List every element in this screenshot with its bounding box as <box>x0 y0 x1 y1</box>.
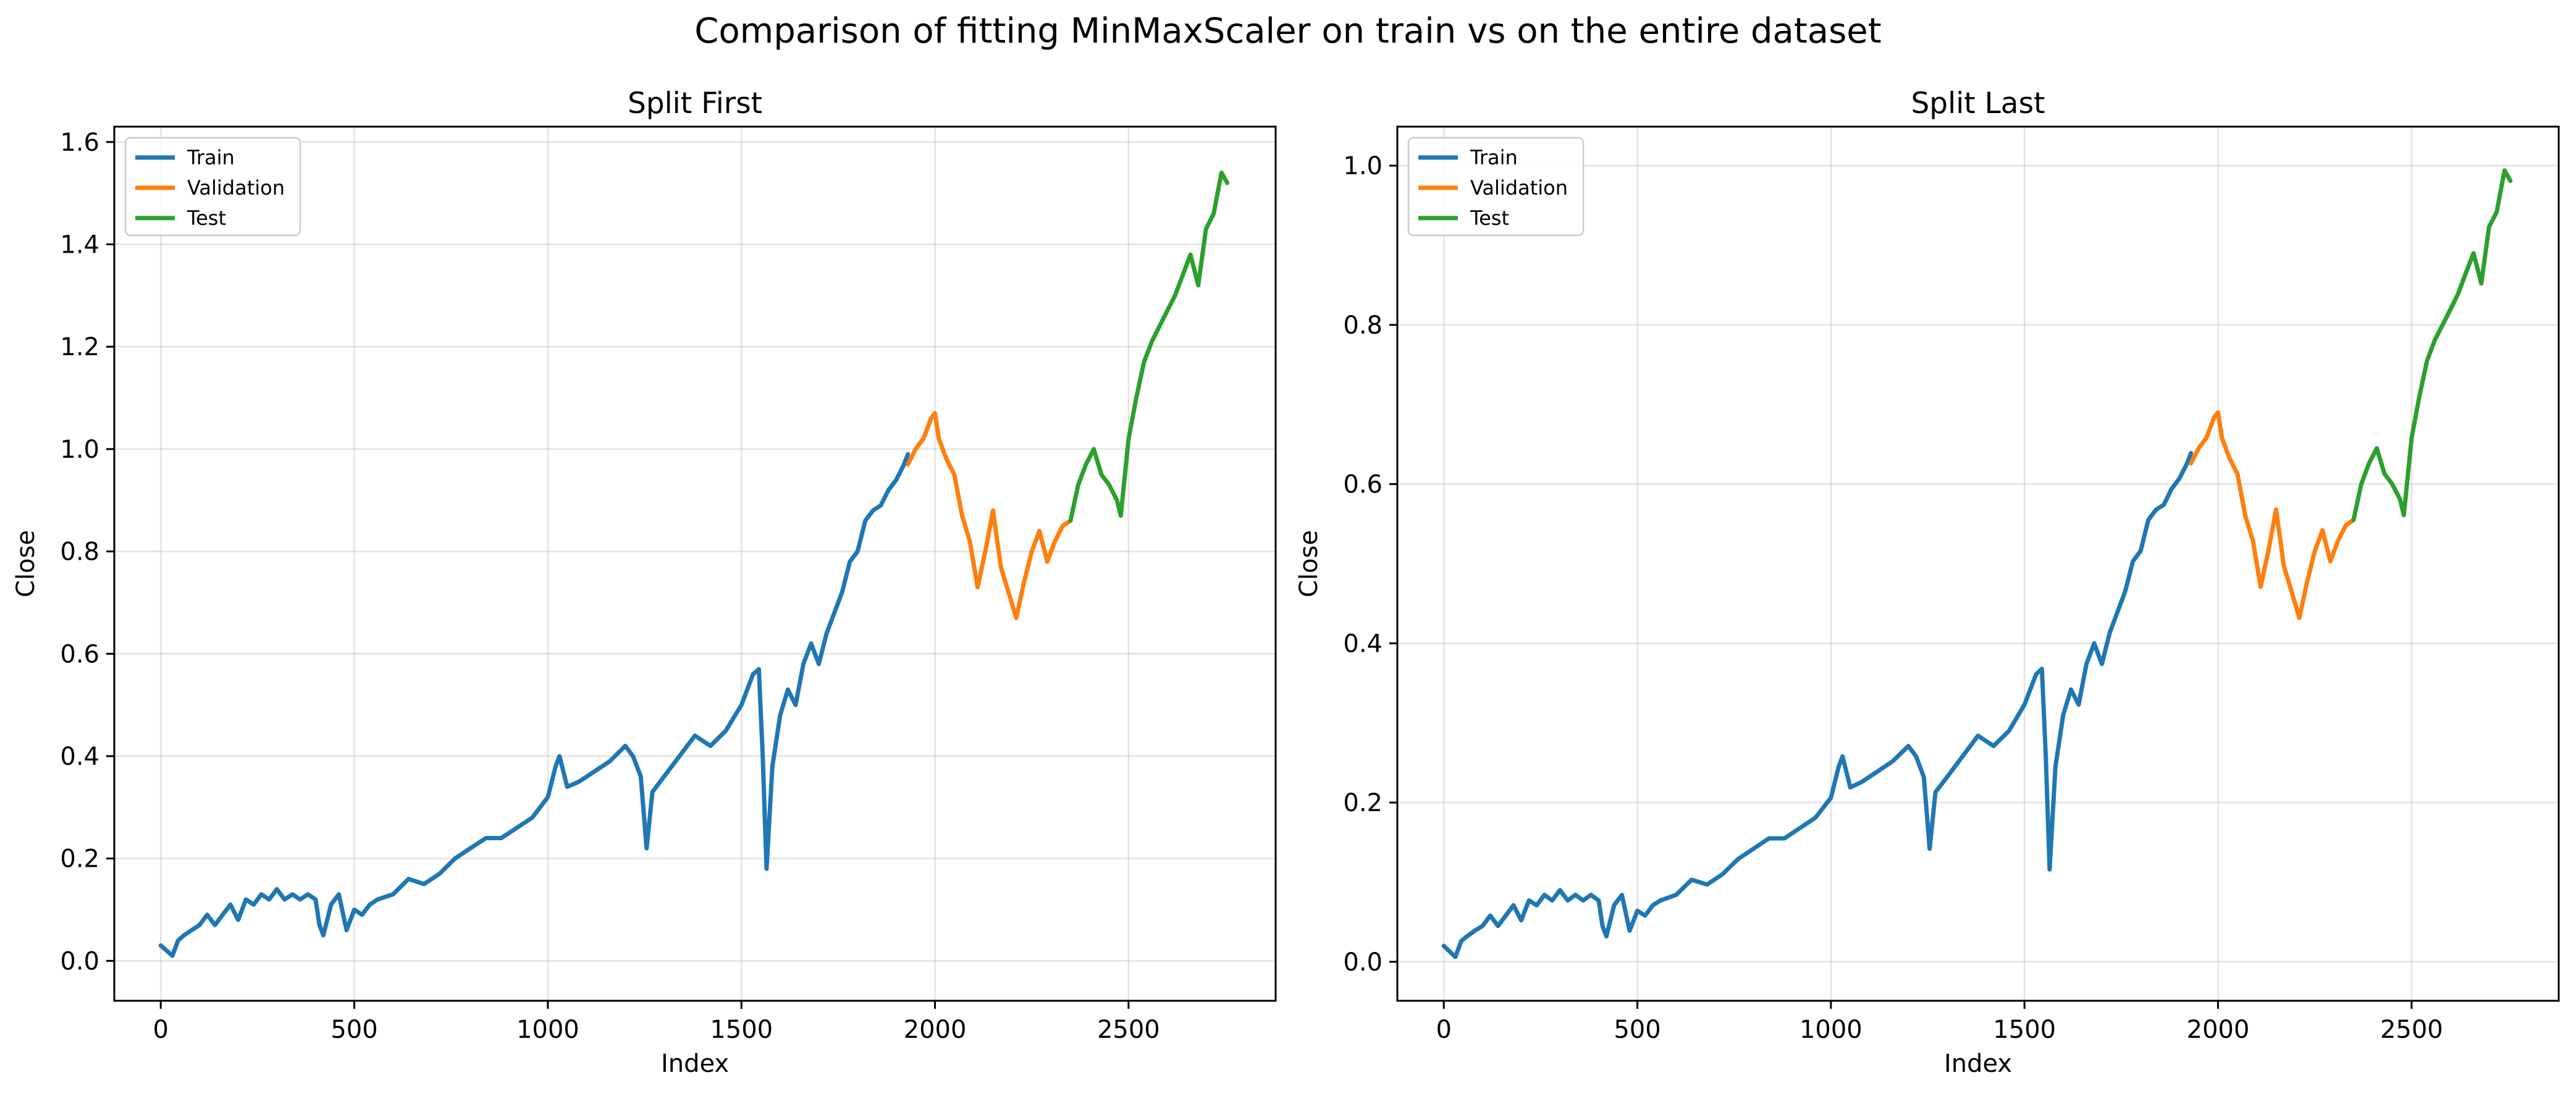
legend-label-train: Train <box>1470 146 1518 169</box>
chart-panel-1: 0 500 1000 1500 2000 2500 0.0 0.2 0.4 0.6 0.8 1.0 1.… <box>12 86 1277 1078</box>
plot-area <box>1397 127 2559 1001</box>
legend: Train Validation Test <box>124 137 301 237</box>
plot-area <box>114 127 1276 1001</box>
legend-box <box>1407 137 1585 237</box>
y-axis-label: Close <box>1295 530 1323 597</box>
y-tick-label: 0.2 <box>1343 789 1383 817</box>
panel-title: Split Last <box>1911 86 2045 120</box>
x-tick-label: 0 <box>153 1016 168 1044</box>
x-tick-label: 1000 <box>1799 1016 1863 1044</box>
x-tick-label: 1000 <box>516 1016 579 1044</box>
panel-title: Split First <box>628 86 762 120</box>
y-tick-label: 1.0 <box>1343 152 1383 180</box>
legend-box <box>124 137 301 237</box>
y-tick-label: 0.4 <box>1343 630 1383 658</box>
axes-frame <box>113 125 1277 1002</box>
x-tick-label: 0 <box>1436 1016 1451 1044</box>
x-tick-label: 2500 <box>1097 1016 1160 1044</box>
y-tick-label: 0.4 <box>60 743 99 771</box>
legend-label-validation: Validation <box>187 176 285 200</box>
x-tick-label: 1500 <box>710 1016 773 1044</box>
series-line-train <box>158 452 911 958</box>
y-tick-label: 0.6 <box>60 640 99 668</box>
legend: Train Validation Test <box>1407 137 1585 237</box>
y-tick-label: 1.2 <box>60 333 99 361</box>
legend-label-test: Test <box>1470 206 1509 230</box>
x-axis-label: Index <box>1944 1050 2012 1078</box>
legend-label-validation: Validation <box>1470 176 1568 200</box>
y-tick-label: 1.4 <box>60 231 99 259</box>
series-line-test <box>2351 168 2513 523</box>
series-line-validation <box>2189 410 2356 620</box>
series-line-test <box>1068 171 1230 523</box>
y-axis-label: Close <box>12 530 40 597</box>
y-tick-label: 0.8 <box>60 538 99 566</box>
x-tick-label: 2000 <box>2187 1016 2250 1044</box>
x-tick-label: 1500 <box>1993 1016 2056 1044</box>
x-tick-label: 2500 <box>2380 1016 2443 1044</box>
figure-title: Comparison of fitting MinMaxScaler on tr… <box>694 11 1882 51</box>
series-line-validation <box>906 411 1073 620</box>
x-tick-label: 500 <box>1614 1016 1661 1044</box>
y-tick-label: 1.0 <box>60 436 99 464</box>
y-tick-label: 0.6 <box>1343 471 1383 499</box>
legend-label-test: Test <box>187 206 226 230</box>
axes-frame <box>1396 125 2560 1002</box>
x-axis-label: Index <box>661 1050 729 1078</box>
chart-panel-2: 0 500 1000 1500 2000 2500 0.0 0.2 0.4 0.6 0.8 1.0 Sp… <box>1295 86 2560 1078</box>
y-tick-label: 0.0 <box>1343 948 1383 977</box>
x-tick-label: 2000 <box>904 1016 967 1044</box>
legend-label-train: Train <box>187 146 235 169</box>
x-tick-label: 500 <box>330 1016 377 1044</box>
series-line-train <box>1441 450 2194 959</box>
y-tick-label: 1.6 <box>60 128 99 157</box>
y-tick-label: 0.8 <box>1343 311 1383 340</box>
y-tick-label: 0.2 <box>60 845 99 874</box>
y-tick-label: 0.0 <box>60 947 99 975</box>
